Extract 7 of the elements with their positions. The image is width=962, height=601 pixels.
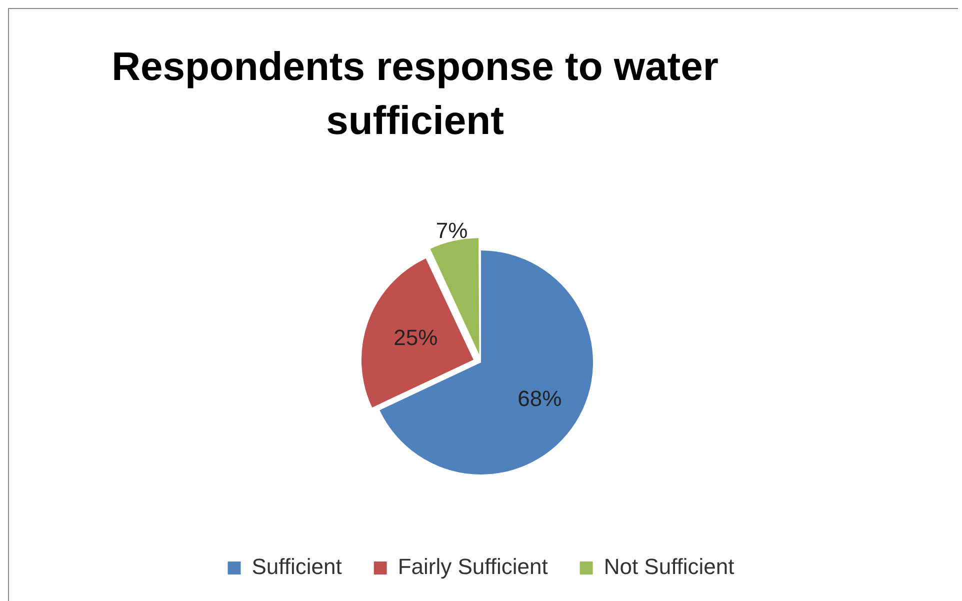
data-label: 7% <box>436 218 468 243</box>
legend-label: Fairly Sufficient <box>398 554 548 580</box>
legend-label: Sufficient <box>252 554 342 580</box>
data-label: 25% <box>394 325 438 350</box>
chart-title: Respondents response to water sufficient <box>110 44 720 145</box>
data-label: 68% <box>518 386 562 411</box>
legend-label: Not Sufficient <box>604 554 734 580</box>
